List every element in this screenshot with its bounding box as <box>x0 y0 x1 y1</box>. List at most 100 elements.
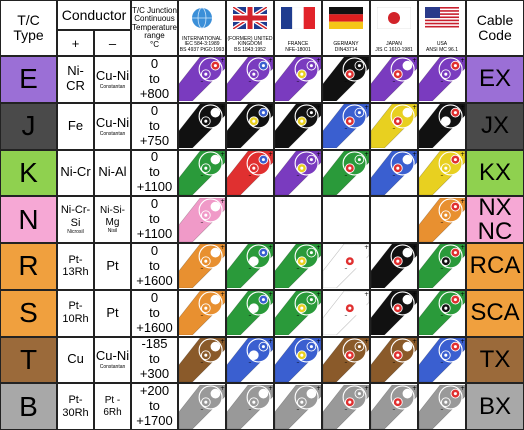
cable-swatch-icon: –+ <box>275 57 321 102</box>
svg-text:–: – <box>393 266 396 272</box>
cable-swatch-icon: –+ <box>179 197 225 242</box>
cable-color-cell: – + <box>370 336 418 384</box>
header-conductor: Conductor <box>57 0 131 30</box>
svg-text:+: + <box>316 385 321 391</box>
svg-text:+: + <box>220 339 225 345</box>
cable-color-cell: – + <box>418 56 466 103</box>
cable-color-cell: – + <box>226 383 274 430</box>
positive-conductor-cell: Fe <box>57 102 94 150</box>
svg-text:–: – <box>201 313 204 319</box>
tc-type-cell: K <box>0 149 57 197</box>
svg-text:+: + <box>316 292 321 298</box>
svg-text:+: + <box>364 292 369 298</box>
cable-color-cell <box>370 196 418 243</box>
positive-conductor: Pt- 10Rh <box>62 300 89 326</box>
svg-text:–: – <box>441 360 444 366</box>
svg-text:–: – <box>441 79 444 85</box>
svg-text:+: + <box>364 105 369 111</box>
svg-text:–: – <box>345 126 348 132</box>
svg-text:–: – <box>201 126 204 132</box>
temperature-range-cell: 0 to +800 <box>131 56 178 103</box>
svg-text:–: – <box>201 266 204 272</box>
svg-text:+: + <box>316 105 321 111</box>
tc-type-cell: N <box>0 196 57 243</box>
svg-text:+: + <box>316 339 321 345</box>
temperature-range-cell: 0 to +1600 <box>131 243 178 290</box>
cable-color-cell: – + <box>226 243 274 290</box>
cable-swatch-icon: –+ <box>323 104 369 149</box>
header-cable-code: Cable Code <box>466 0 524 56</box>
standard-ref: NFE-18001 <box>285 46 311 53</box>
standard-ref: JIS C 1610-1981 <box>375 46 413 53</box>
cable-swatch-icon: –+ <box>227 104 273 149</box>
header-standard-germany-flag: GERMANY DIN43714 <box>322 0 370 56</box>
usa-flag-icon <box>425 7 459 28</box>
standard-name: GERMANY <box>333 41 359 47</box>
cable-swatch-icon: –+ <box>179 104 225 149</box>
tc-type-cell: T <box>0 336 57 384</box>
negative-alloy-name: Constantan <box>99 364 126 371</box>
svg-text:+: + <box>268 105 273 111</box>
cable-swatch-icon: –+ <box>179 384 225 429</box>
negative-conductor: Pt - 6Rh <box>103 395 122 418</box>
positive-conductor: Cu <box>67 351 84 367</box>
tc-type-cell: B <box>0 383 57 430</box>
tc-type-cell: R <box>0 243 57 290</box>
cable-swatch-icon: –+ <box>179 244 225 289</box>
svg-text:–: – <box>345 406 348 412</box>
cable-color-cell: – + <box>178 383 226 430</box>
standard-label: INTERNATIONAL IEC 584-3:1989 BS 4937 PtG0… <box>179 36 225 54</box>
positive-conductor-cell: Cu <box>57 336 94 384</box>
positive-conductor: Pt- 13Rh <box>62 253 89 279</box>
svg-text:–: – <box>441 173 444 179</box>
temperature-range-cell: 0 to +750 <box>131 102 178 150</box>
cable-color-cell: – + <box>274 289 322 337</box>
cable-code-cell: SCA <box>466 289 524 337</box>
svg-text:–: – <box>249 173 252 179</box>
svg-text:–: – <box>297 266 300 272</box>
svg-text:–: – <box>249 79 252 85</box>
standard-name: JAPAN <box>386 41 402 47</box>
cable-swatch-icon: –+ <box>275 104 321 149</box>
positive-conductor-cell: Ni-CR <box>57 56 94 103</box>
positive-conductor: Fe <box>67 117 84 133</box>
svg-text:–: – <box>297 126 300 132</box>
standard-name: USA <box>436 41 448 47</box>
cable-swatch-icon: –+ <box>419 197 465 242</box>
cable-color-cell: – + <box>226 56 274 103</box>
svg-text:–: – <box>345 79 348 85</box>
svg-text:–: – <box>345 313 348 319</box>
cable-color-cell: – + <box>418 336 466 384</box>
temperature-range-cell: 0 to +1100 <box>131 196 178 243</box>
svg-text:–: – <box>201 406 204 412</box>
globe-icon <box>192 7 212 29</box>
standard-ref: IEC 584-3:1989 BS 4937 PtG0:1993 <box>179 41 225 53</box>
cable-swatch-icon: –+ <box>227 150 273 195</box>
tc-type-cell: J <box>0 102 57 150</box>
negative-conductor: Ni-Si-Mg <box>100 205 125 228</box>
cable-swatch-icon: –+ <box>323 150 369 195</box>
svg-text:+: + <box>460 245 465 251</box>
cable-code-cell: KX <box>466 149 524 197</box>
standard-ref: DIN43714 <box>334 46 358 53</box>
negative-conductor: Pt <box>106 304 119 320</box>
cable-color-cell: – + <box>322 383 370 430</box>
negative-conductor-cell: Pt <box>94 243 131 290</box>
svg-text:–: – <box>441 126 444 132</box>
svg-text:+: + <box>268 245 273 251</box>
svg-text:–: – <box>249 126 252 132</box>
svg-text:–: – <box>201 219 204 225</box>
cable-color-cell: – + <box>274 336 322 384</box>
negative-alloy-name: Nisil <box>107 228 118 235</box>
cable-color-cell: – + <box>178 243 226 290</box>
cable-color-cell: – + <box>322 243 370 290</box>
svg-text:+: + <box>364 339 369 345</box>
svg-text:+: + <box>460 385 465 391</box>
cable-color-cell: – + <box>418 289 466 337</box>
svg-text:+: + <box>460 58 465 64</box>
cable-color-cell: – + <box>418 149 466 197</box>
positive-conductor: Ni-CR <box>66 63 85 94</box>
cable-swatch-icon: –+ <box>179 57 225 102</box>
cable-swatch-icon: –+ <box>371 150 417 195</box>
cable-swatch-icon: –+ <box>227 244 273 289</box>
